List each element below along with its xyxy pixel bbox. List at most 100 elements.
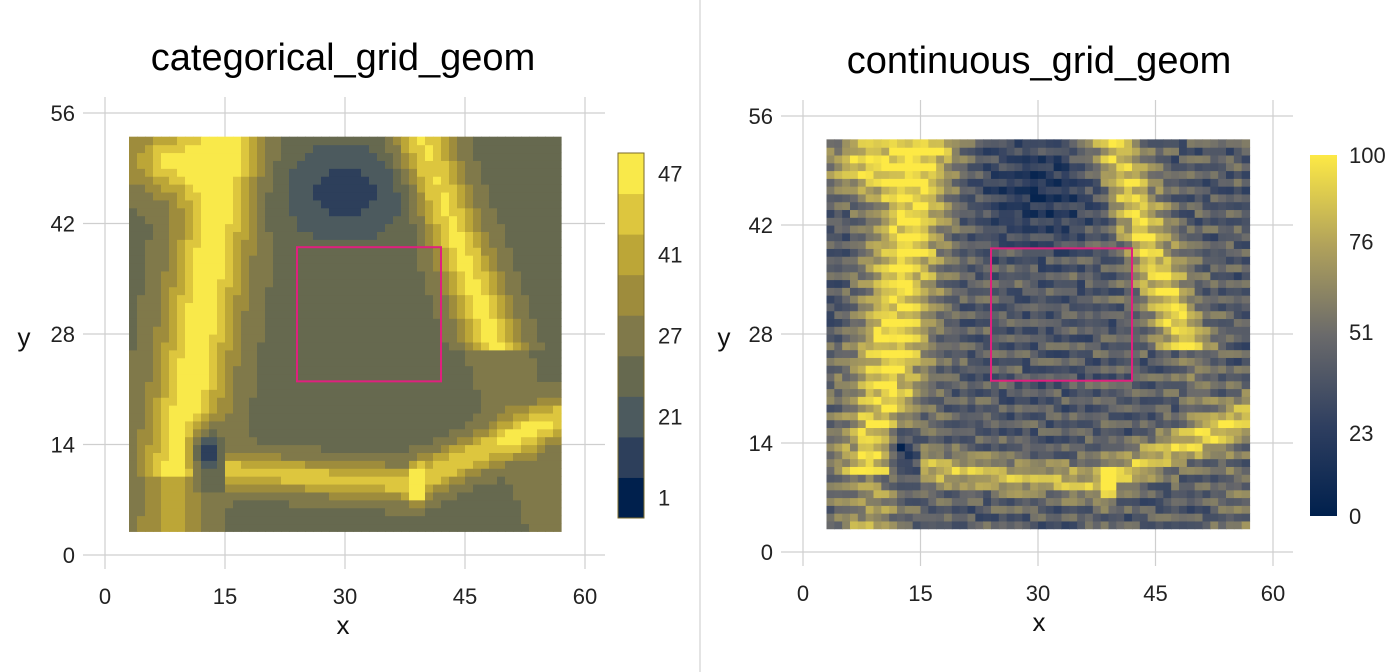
cont-cell: [1053, 271, 1063, 281]
cat-cell: [241, 444, 250, 453]
cont-cell: [959, 489, 969, 499]
cont-cell: [959, 279, 969, 288]
cat-cell: [545, 223, 554, 232]
cat-cell: [505, 428, 514, 438]
cont-cell: [1077, 263, 1086, 273]
cat-cell: [425, 278, 434, 288]
cont-cell: [873, 279, 882, 288]
cat-cell: [305, 184, 314, 193]
cat-cell: [481, 444, 490, 453]
cat-cell: [513, 223, 522, 232]
cont-cell: [857, 240, 867, 249]
cont-cell: [983, 287, 992, 296]
cat-cell: [553, 381, 562, 390]
cat-cell: [297, 270, 306, 280]
cont-cell: [1022, 248, 1031, 257]
cat-cell: [145, 373, 154, 382]
cat-cell: [313, 302, 322, 311]
cat-cell: [265, 255, 274, 264]
cont-cell: [944, 474, 953, 483]
cont-cell: [1092, 326, 1102, 335]
cont-cell: [1163, 365, 1172, 374]
cat-cell: [529, 239, 538, 248]
cont-cell: [1124, 201, 1133, 211]
cat-cell: [345, 405, 354, 414]
cat-cell: [553, 468, 562, 477]
cat-cell: [393, 239, 402, 248]
cat-cell: [233, 405, 242, 414]
cont-cell: [1100, 357, 1110, 366]
cat-cell: [377, 318, 386, 327]
cat-cell: [153, 452, 162, 461]
cont-cell: [1116, 349, 1125, 358]
cat-cell: [481, 499, 490, 509]
cat-cell: [153, 160, 162, 169]
cont-cell: [1022, 209, 1031, 218]
cont-cell: [1124, 349, 1133, 358]
cat-cell: [201, 420, 210, 430]
cat-cell: [169, 136, 178, 146]
cat-cell: [193, 507, 202, 517]
cat-cell: [409, 405, 418, 414]
cont-cell: [1069, 193, 1078, 203]
cat-cell: [321, 318, 330, 327]
cat-cell: [281, 176, 290, 185]
cat-cell: [417, 278, 426, 288]
cat-cell: [473, 499, 482, 509]
cont-cell: [1053, 396, 1063, 405]
cat-cell: [169, 349, 178, 359]
cont-cell: [1132, 256, 1141, 265]
cont-cell: [1022, 357, 1031, 366]
cat-cell: [353, 452, 362, 461]
cont-cell: [1147, 154, 1157, 164]
cat-cell: [129, 176, 138, 185]
cont-cell: [944, 186, 953, 195]
cat-cell: [361, 444, 370, 453]
cat-cell: [289, 191, 298, 201]
cat-cell: [193, 168, 202, 177]
cat-cell: [361, 460, 370, 469]
cat-cell: [329, 286, 338, 296]
cont-cell: [1030, 349, 1039, 358]
cat-cell: [553, 326, 562, 335]
cont-cell: [1116, 318, 1125, 327]
cont-cell: [1116, 505, 1125, 514]
cont-cell: [834, 489, 843, 499]
cont-cell: [1100, 302, 1110, 312]
cat-cell: [161, 365, 170, 375]
cat-cell: [465, 278, 474, 288]
cat-cell: [265, 460, 274, 469]
cont-cell: [983, 396, 992, 405]
cat-cell: [313, 247, 322, 256]
cat-cell: [481, 460, 490, 469]
cont-cell: [1077, 201, 1086, 211]
cat-cell: [265, 365, 274, 375]
cat-cell: [305, 420, 314, 430]
cont-cell: [967, 372, 976, 382]
cont-cell: [1053, 232, 1063, 242]
cont-cell: [1124, 474, 1133, 483]
cat-cell: [465, 199, 474, 209]
cont-cell: [1014, 271, 1023, 281]
cont-cell: [1132, 404, 1141, 413]
cat-cell: [521, 436, 530, 446]
cont-cell: [1045, 326, 1055, 335]
cat-cell: [169, 334, 178, 343]
cont-cell: [1053, 341, 1063, 351]
cont-cell: [1038, 411, 1047, 421]
cont-cell: [991, 505, 1000, 514]
cont-cell: [1069, 162, 1078, 172]
cat-cell: [385, 468, 394, 477]
cont-cell: [881, 372, 890, 382]
cat-cell: [329, 326, 338, 335]
cat-cell: [529, 160, 538, 169]
cat-cell: [537, 144, 546, 154]
cont-cell: [951, 411, 961, 421]
cat-cell: [193, 160, 202, 169]
cat-cell: [177, 436, 186, 446]
cat-cell: [417, 444, 426, 453]
cat-cell: [329, 341, 338, 351]
cat-cell: [465, 144, 474, 154]
cat-cell: [353, 136, 362, 146]
cat-cell: [257, 215, 266, 225]
